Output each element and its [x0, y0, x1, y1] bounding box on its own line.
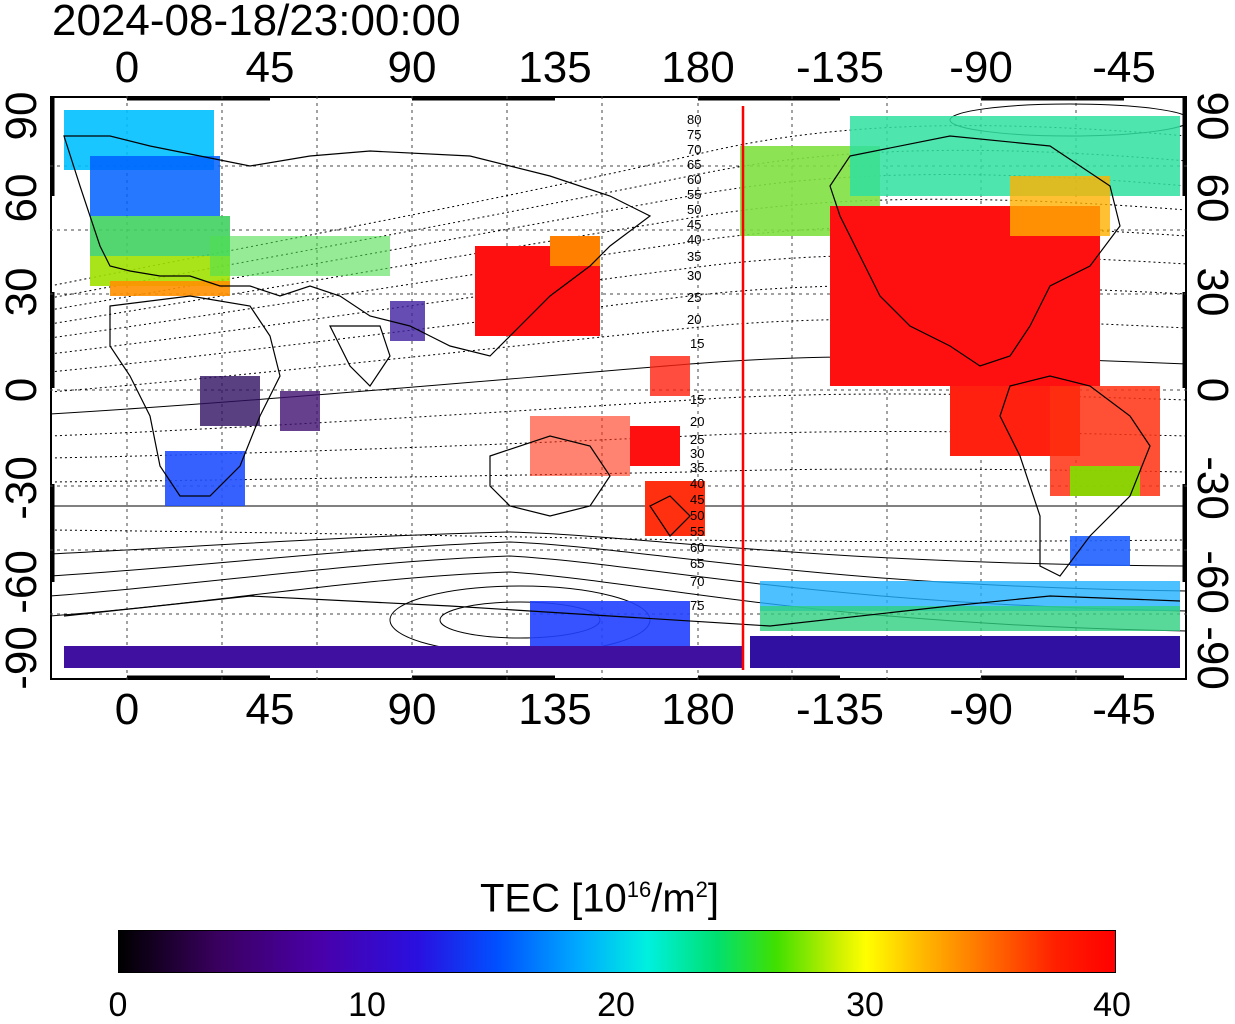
top-tick-45: 45	[245, 43, 295, 92]
bottom-tick-minus45: -45	[1092, 685, 1156, 734]
top-tick-135: 135	[518, 43, 592, 92]
right-tick-60: 60	[1188, 173, 1235, 223]
coastlines	[63, 135, 1181, 627]
colorbar-title-main: TEC [10	[480, 876, 627, 921]
bottom-tick-180: 180	[661, 685, 735, 734]
contour-label: 65	[690, 556, 704, 571]
tec-world-map: 80 75 70 65 60 55 50 45 40 35 30 25 20 1…	[50, 96, 1187, 680]
left-tick-0: 0	[0, 377, 46, 403]
top-tick-180: 180	[661, 43, 735, 92]
top-tick-minus90: -90	[949, 43, 1013, 92]
colorbar-label-30: 30	[846, 986, 884, 1024]
contour-label: 40	[687, 232, 701, 247]
contour-label: 15	[690, 392, 704, 407]
left-tick-30: 30	[0, 267, 46, 317]
tec-colorbar	[118, 930, 1116, 973]
contour-label: 55	[687, 187, 701, 202]
bottom-tick-90: 90	[387, 685, 437, 734]
contour-label: 70	[687, 142, 701, 157]
right-tick-90: 90	[1188, 91, 1235, 141]
contour-label: 20	[690, 414, 704, 429]
contour-label: 45	[687, 217, 701, 232]
contour-label: 15	[690, 336, 704, 351]
contour-label: 25	[687, 290, 701, 305]
bottom-tick-0: 0	[114, 685, 140, 734]
left-tick-minus90: -90	[0, 626, 46, 690]
contour-label: 35	[687, 249, 701, 264]
bottom-tick-minus135: -135	[795, 685, 885, 734]
contour-label: 35	[690, 460, 704, 475]
map-canvas: 80 75 70 65 60 55 50 45 40 35 30 25 20 1…	[50, 96, 1187, 680]
contour-label: 45	[690, 492, 704, 507]
right-tick-minus90: -90	[1188, 626, 1235, 690]
right-tick-30: 30	[1188, 267, 1235, 317]
contour-label: 80	[687, 112, 701, 127]
contour-label: 75	[690, 598, 704, 613]
left-tick-60: 60	[0, 173, 46, 223]
colorbar-label-10: 10	[348, 986, 386, 1024]
contour-label: 65	[687, 157, 701, 172]
contour-label: 20	[687, 312, 701, 327]
frame-tick-marks	[50, 96, 1187, 680]
contour-label: 55	[690, 524, 704, 539]
contour-label: 50	[687, 202, 701, 217]
contour-label: 75	[687, 127, 701, 142]
contour-label: 60	[687, 172, 701, 187]
contour-label: 30	[690, 446, 704, 461]
right-tick-0: 0	[1188, 377, 1235, 403]
contour-label: 40	[690, 476, 704, 491]
top-tick-minus45: -45	[1092, 43, 1156, 92]
right-tick-minus30: -30	[1188, 456, 1235, 520]
contour-label: 25	[690, 432, 704, 447]
contour-label: 70	[690, 574, 704, 589]
top-tick-90: 90	[387, 43, 437, 92]
colorbar-label-0: 0	[108, 986, 128, 1024]
contour-label: 60	[690, 540, 704, 555]
left-tick-minus60: -60	[0, 550, 46, 614]
colorbar-title-unit-exponent: 2	[695, 877, 708, 902]
top-tick-minus135: -135	[795, 43, 885, 92]
contour-labels-lower: 15 20 25 30 35 40 45 50 55 60 65 70 75	[690, 392, 704, 613]
bottom-tick-45: 45	[245, 685, 295, 734]
left-tick-minus30: -30	[0, 456, 46, 520]
contour-labels-upper: 80 75 70 65 60 55 50 45 40 35 30 25 20 1…	[687, 112, 704, 351]
colorbar-title-close: ]	[707, 876, 720, 921]
colorbar-title-unit: /m	[651, 876, 696, 921]
timestamp-title: 2024-08-18/23:00:00	[52, 0, 461, 45]
left-tick-90: 90	[0, 91, 46, 141]
colorbar-title-exponent: 16	[626, 877, 652, 902]
contour-label: 30	[687, 268, 701, 283]
bottom-tick-135: 135	[518, 685, 592, 734]
colorbar-label-40: 40	[1093, 986, 1131, 1024]
right-tick-minus60: -60	[1188, 550, 1235, 614]
top-tick-0: 0	[114, 43, 140, 92]
colorbar-label-20: 20	[597, 986, 635, 1024]
contour-label: 50	[690, 508, 704, 523]
bottom-tick-minus90: -90	[949, 685, 1013, 734]
colorbar-title: TEC [1016/m2]	[480, 868, 719, 920]
